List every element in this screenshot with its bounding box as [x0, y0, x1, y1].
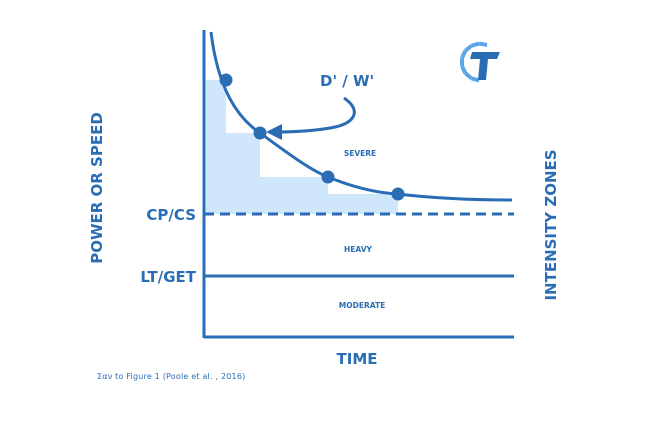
- curve-point: [219, 73, 233, 87]
- x-axis-title: TIME: [337, 350, 378, 368]
- arrow-head-icon: [266, 124, 282, 140]
- annotation-label: D' / W': [320, 72, 374, 90]
- right-axis-title: INTENSITY ZONES: [542, 149, 560, 300]
- figure-caption: Σαν to Figure 1 (Poole et al. , 2016): [97, 372, 246, 381]
- dprime-area: [206, 80, 398, 214]
- cp-label: CP/CS: [146, 206, 196, 224]
- brand-logo-icon: [460, 41, 500, 83]
- y-axis-title: POWER OR SPEED: [88, 112, 106, 264]
- curve-point: [391, 187, 405, 201]
- lt-label: LT/GET: [140, 268, 196, 286]
- curve-point: [253, 126, 267, 140]
- zone-heavy-label: HEAVY: [344, 245, 373, 254]
- zone-moderate-label: MODERATE: [339, 301, 385, 310]
- zone-severe-label: SEVERE: [344, 149, 376, 158]
- curve-point: [321, 170, 335, 184]
- annotation-arrow: [275, 96, 356, 134]
